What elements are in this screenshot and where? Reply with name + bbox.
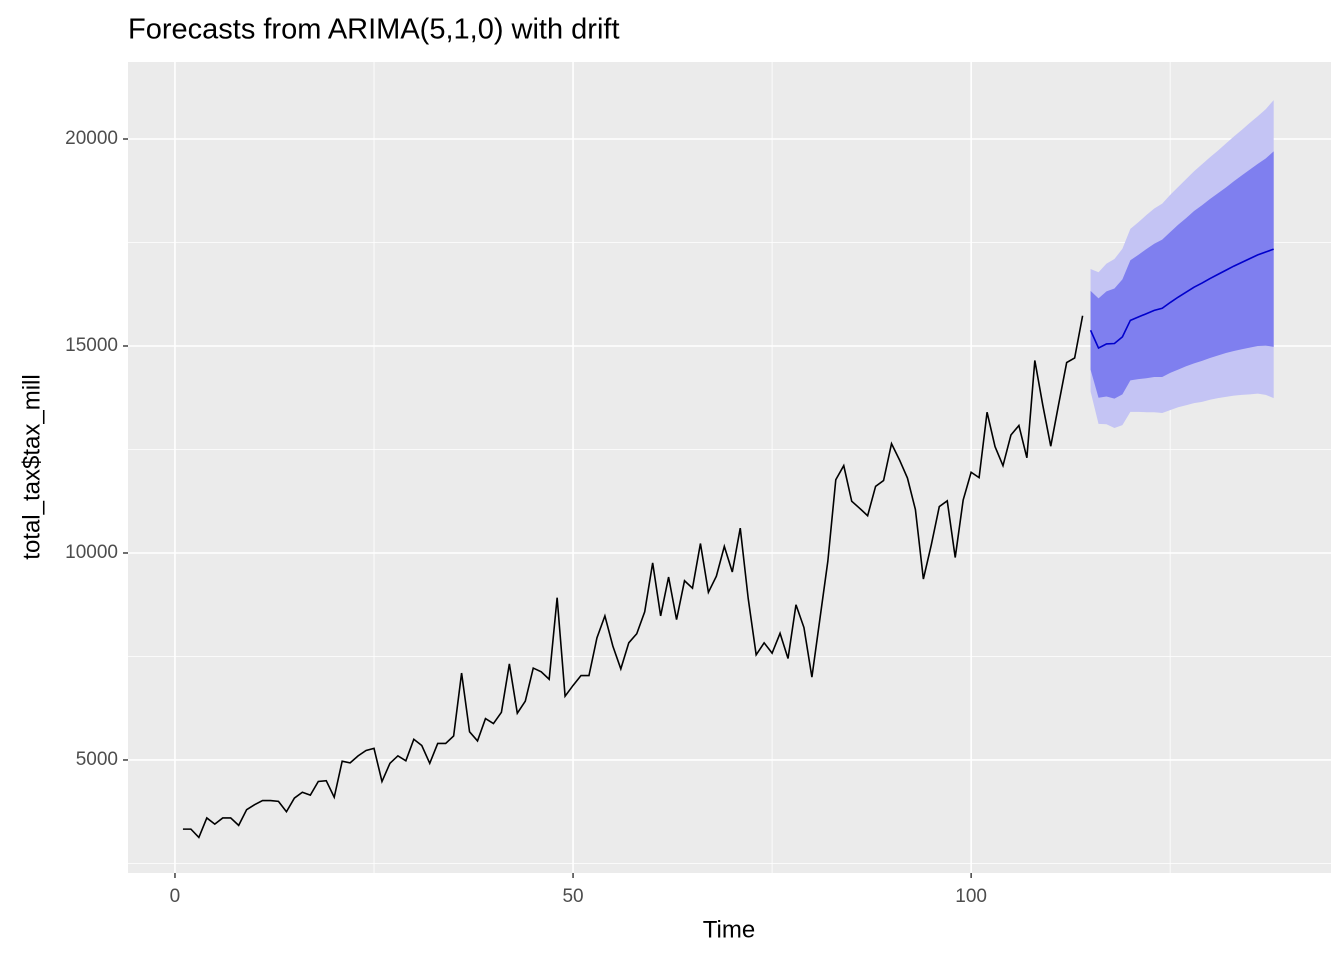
forecast-line <box>1089 248 1274 350</box>
x-tick-label: 0 <box>170 886 181 907</box>
prediction-interval <box>1090 151 1274 399</box>
y-axis-title: total_tax$tax_mill <box>18 374 45 559</box>
y-tick-label: 5000 <box>76 749 118 770</box>
chart-title: Forecasts from ARIMA(5,1,0) with drift <box>128 14 620 46</box>
y-tick-label: 10000 <box>65 542 118 563</box>
y-tick-label: 20000 <box>65 128 118 149</box>
plot-panel <box>128 62 1331 873</box>
y-tick-label: 15000 <box>65 335 118 356</box>
x-axis-title: Time <box>703 916 755 943</box>
x-tick-label: 50 <box>562 886 583 907</box>
x-tick-label: 100 <box>955 886 987 907</box>
series-line <box>182 315 1084 839</box>
